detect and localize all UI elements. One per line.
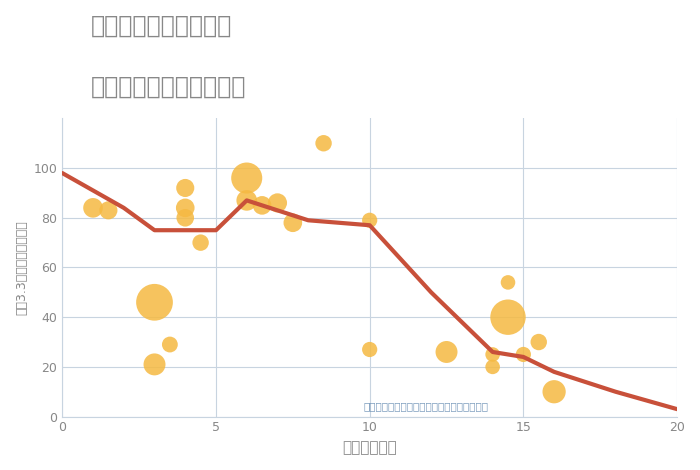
- Point: [549, 388, 560, 395]
- Point: [487, 363, 498, 371]
- Point: [241, 196, 252, 204]
- Point: [180, 184, 191, 192]
- Point: [180, 204, 191, 212]
- Point: [180, 214, 191, 221]
- Point: [287, 219, 298, 227]
- Text: 愛知県清須市須ヶ口の: 愛知県清須市須ヶ口の: [91, 14, 232, 38]
- Point: [103, 207, 114, 214]
- Point: [364, 346, 375, 353]
- Point: [241, 174, 252, 182]
- X-axis label: 駅距離（分）: 駅距離（分）: [342, 440, 397, 455]
- Point: [441, 348, 452, 356]
- Point: [195, 239, 206, 246]
- Point: [503, 279, 514, 286]
- Point: [272, 199, 283, 207]
- Point: [518, 351, 529, 358]
- Text: 円の大きさは、取引のあった物件面積を示す: 円の大きさは、取引のあった物件面積を示す: [363, 401, 489, 412]
- Y-axis label: 坪（3.3㎡）単価（万円）: 坪（3.3㎡）単価（万円）: [15, 220, 28, 315]
- Text: 駅距離別中古戸建て価格: 駅距離別中古戸建て価格: [91, 75, 246, 99]
- Point: [164, 341, 176, 348]
- Point: [487, 351, 498, 358]
- Point: [364, 217, 375, 224]
- Point: [88, 204, 99, 212]
- Point: [503, 313, 514, 321]
- Point: [149, 298, 160, 306]
- Point: [533, 338, 545, 346]
- Point: [256, 202, 267, 209]
- Point: [318, 140, 329, 147]
- Point: [149, 360, 160, 368]
